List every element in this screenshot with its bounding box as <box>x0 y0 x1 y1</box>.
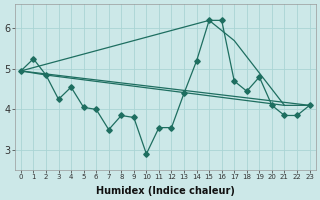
X-axis label: Humidex (Indice chaleur): Humidex (Indice chaleur) <box>96 186 235 196</box>
